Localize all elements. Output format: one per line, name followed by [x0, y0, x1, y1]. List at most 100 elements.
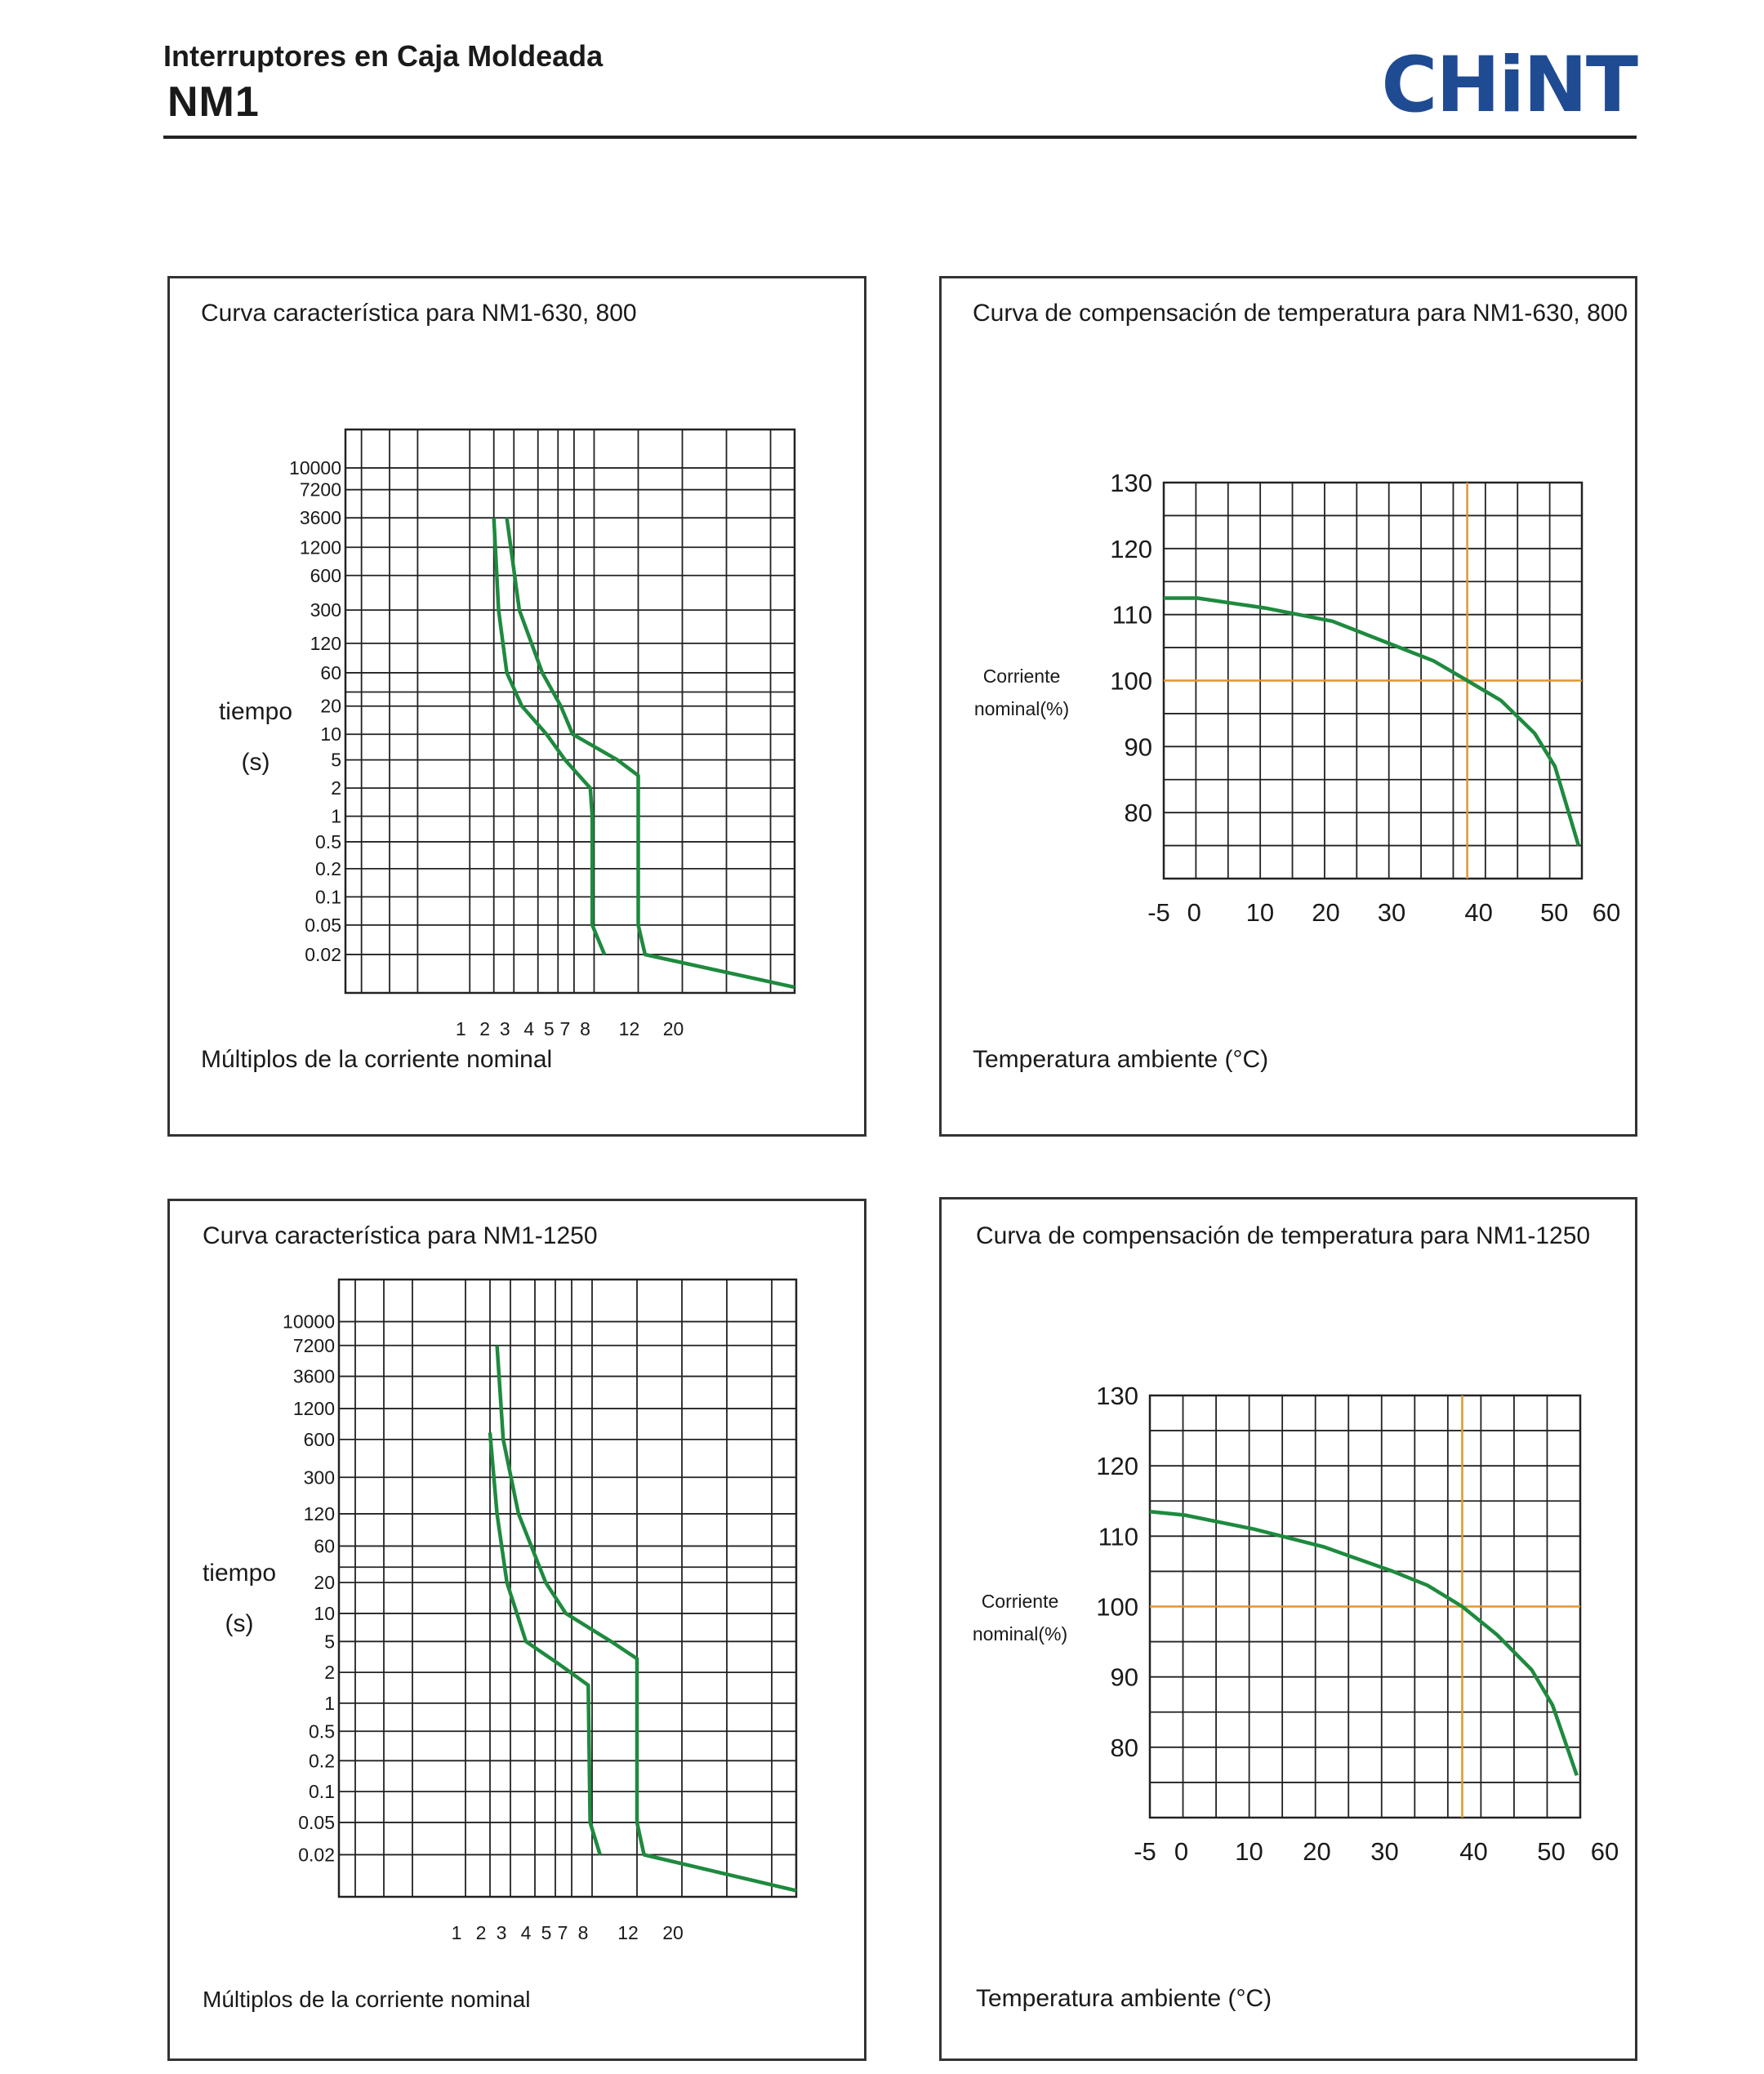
- x-tick-label: 7: [560, 1018, 571, 1039]
- y-tick-label: 0.05: [298, 1812, 335, 1833]
- chart-title: Curva característica para NM1-1250: [203, 1222, 598, 1249]
- trip-curve-chart-1250: 100007200360012006003001206020105210.50.…: [203, 1278, 798, 1943]
- x-tick-label: 1: [456, 1018, 466, 1039]
- y-tick-label: 600: [304, 1429, 335, 1450]
- x-tick-label: 7: [558, 1922, 568, 1943]
- plot-frame: [337, 1278, 798, 1898]
- y-tick-label: 5: [324, 1631, 335, 1652]
- y-tick-label: 10000: [283, 1311, 335, 1333]
- x-axis-title: Temperatura ambiente (°C): [976, 1985, 1272, 2012]
- header-rule: [163, 136, 1637, 139]
- y-tick-label: 600: [310, 565, 341, 586]
- y-tick-label: 2: [324, 1662, 335, 1683]
- y-axis-unit: (s): [242, 749, 270, 776]
- x-tick-label: 60: [1592, 898, 1620, 927]
- chart-title: Curva de compensación de temperatura par…: [976, 1222, 1591, 1249]
- y-tick-label: 20: [314, 1572, 335, 1593]
- y-tick-label: 0.2: [309, 1750, 335, 1771]
- x-tick-label: 12: [619, 1018, 640, 1039]
- x-tick-label: 2: [479, 1018, 490, 1039]
- y-tick-label: 130: [1096, 1382, 1138, 1410]
- y-tick-label: 1200: [293, 1398, 335, 1419]
- y-tick-label: 1200: [300, 536, 341, 558]
- y-tick-label: 3600: [293, 1366, 335, 1387]
- y-tick-label: 120: [304, 1503, 335, 1524]
- y-tick-label: 10: [314, 1603, 335, 1624]
- panel-trip-curve-630-800: Curva característica para NM1-630, 800 1…: [167, 276, 866, 1137]
- temp-comp-chart-1250: 130 120 110 100 90 80 -5 0 10 20 30 40 50 60 Corriente…: [973, 1382, 1619, 1866]
- x-tick-label: 3: [497, 1922, 507, 1943]
- curve-compensación: [1149, 1509, 1579, 1777]
- y-tick-label: 60: [320, 662, 341, 683]
- y-tick-label: 120: [1110, 535, 1152, 563]
- x-tick-label: 3: [500, 1018, 510, 1039]
- y-tick-label: 7200: [300, 479, 341, 501]
- x-tick-label: 40: [1459, 1837, 1487, 1866]
- y-tick-label: 130: [1110, 469, 1152, 497]
- panel-temp-comp-1250: Curva de compensación de temperatura par…: [939, 1197, 1637, 2061]
- x-tick-label: 0: [1174, 1837, 1188, 1866]
- x-tick-label: 8: [580, 1018, 590, 1039]
- y-axis-unit: nominal(%): [973, 1623, 1067, 1645]
- x-tick-label: 4: [523, 1018, 534, 1039]
- document-subtitle: Interruptores en Caja Moldeada: [163, 39, 604, 73]
- x-tick-label: 10: [1246, 898, 1274, 927]
- x-tick-label: 30: [1378, 898, 1405, 927]
- x-tick-label: 20: [662, 1922, 684, 1943]
- y-tick-label: 1: [331, 806, 341, 827]
- y-tick-label: 0.02: [305, 944, 341, 965]
- chart-title: Curva de compensación de temperatura par…: [973, 300, 1628, 327]
- x-tick-label: 8: [578, 1922, 589, 1943]
- y-tick-label: 60: [314, 1535, 335, 1556]
- curve-compensación: [1164, 596, 1581, 847]
- chart-title: Curva característica para NM1-630, 800: [201, 300, 637, 327]
- y-axis-unit: (s): [225, 1610, 254, 1637]
- y-tick-label: 110: [1098, 1522, 1138, 1551]
- x-tick-label: -5: [1134, 1837, 1156, 1866]
- y-tick-label: 20: [320, 696, 341, 717]
- x-tick-label: 50: [1537, 1837, 1565, 1866]
- x-tick-label: 50: [1540, 898, 1568, 927]
- plot-frame: [344, 428, 796, 995]
- y-tick-label: 1: [324, 1693, 335, 1714]
- y-tick-label: 0.5: [309, 1720, 335, 1742]
- x-tick-label: 20: [1303, 1837, 1330, 1866]
- y-tick-label: 100: [1110, 667, 1152, 696]
- x-tick-label: 5: [541, 1922, 552, 1943]
- y-tick-label: 90: [1111, 1663, 1138, 1692]
- x-tick-label: 1: [452, 1922, 462, 1943]
- y-tick-label: 80: [1125, 799, 1152, 827]
- y-tick-label: 120: [1096, 1452, 1138, 1480]
- panel-temp-comp-630-800: Curva de compensación de temperatura par…: [939, 276, 1637, 1137]
- page-header: Interruptores en Caja Moldeada NM1 CHiNT: [163, 33, 1638, 139]
- x-tick-label: 60: [1591, 1837, 1619, 1866]
- x-tick-label: 5: [544, 1018, 555, 1039]
- x-tick-label: 40: [1464, 898, 1492, 927]
- y-tick-label: 80: [1111, 1734, 1138, 1762]
- panel-trip-curve-1250: Curva característica para NM1-1250 10000…: [167, 1199, 866, 2061]
- x-axis-title: Múltiplos de la corriente nominal: [203, 1987, 531, 2012]
- x-tick-label: 10: [1235, 1837, 1263, 1866]
- chint-logo: CHiNT: [1381, 41, 1638, 130]
- y-axis-unit: nominal(%): [974, 698, 1069, 719]
- x-tick-label: 20: [663, 1018, 684, 1039]
- y-tick-label: 0.02: [298, 1844, 335, 1865]
- y-tick-label: 300: [310, 599, 341, 621]
- x-tick-label: 12: [617, 1922, 639, 1943]
- x-tick-label: 20: [1312, 898, 1339, 927]
- y-tick-label: 0.05: [305, 915, 341, 936]
- y-tick-label: 0.1: [309, 1781, 335, 1802]
- y-tick-label: 10000: [289, 457, 341, 478]
- y-tick-label: 2: [331, 777, 341, 799]
- x-tick-label: 30: [1370, 1837, 1398, 1866]
- curve-min: [492, 518, 607, 955]
- x-tick-label: 0: [1187, 898, 1201, 927]
- x-tick-label: 4: [521, 1922, 532, 1943]
- y-tick-label: 90: [1125, 732, 1152, 761]
- y-tick-label: 0.2: [315, 858, 341, 879]
- curve-max: [495, 1345, 797, 1893]
- curve-max: [505, 517, 795, 990]
- y-tick-label: 300: [304, 1466, 335, 1488]
- y-tick-label: 100: [1096, 1593, 1138, 1622]
- model-title: NM1: [167, 78, 260, 126]
